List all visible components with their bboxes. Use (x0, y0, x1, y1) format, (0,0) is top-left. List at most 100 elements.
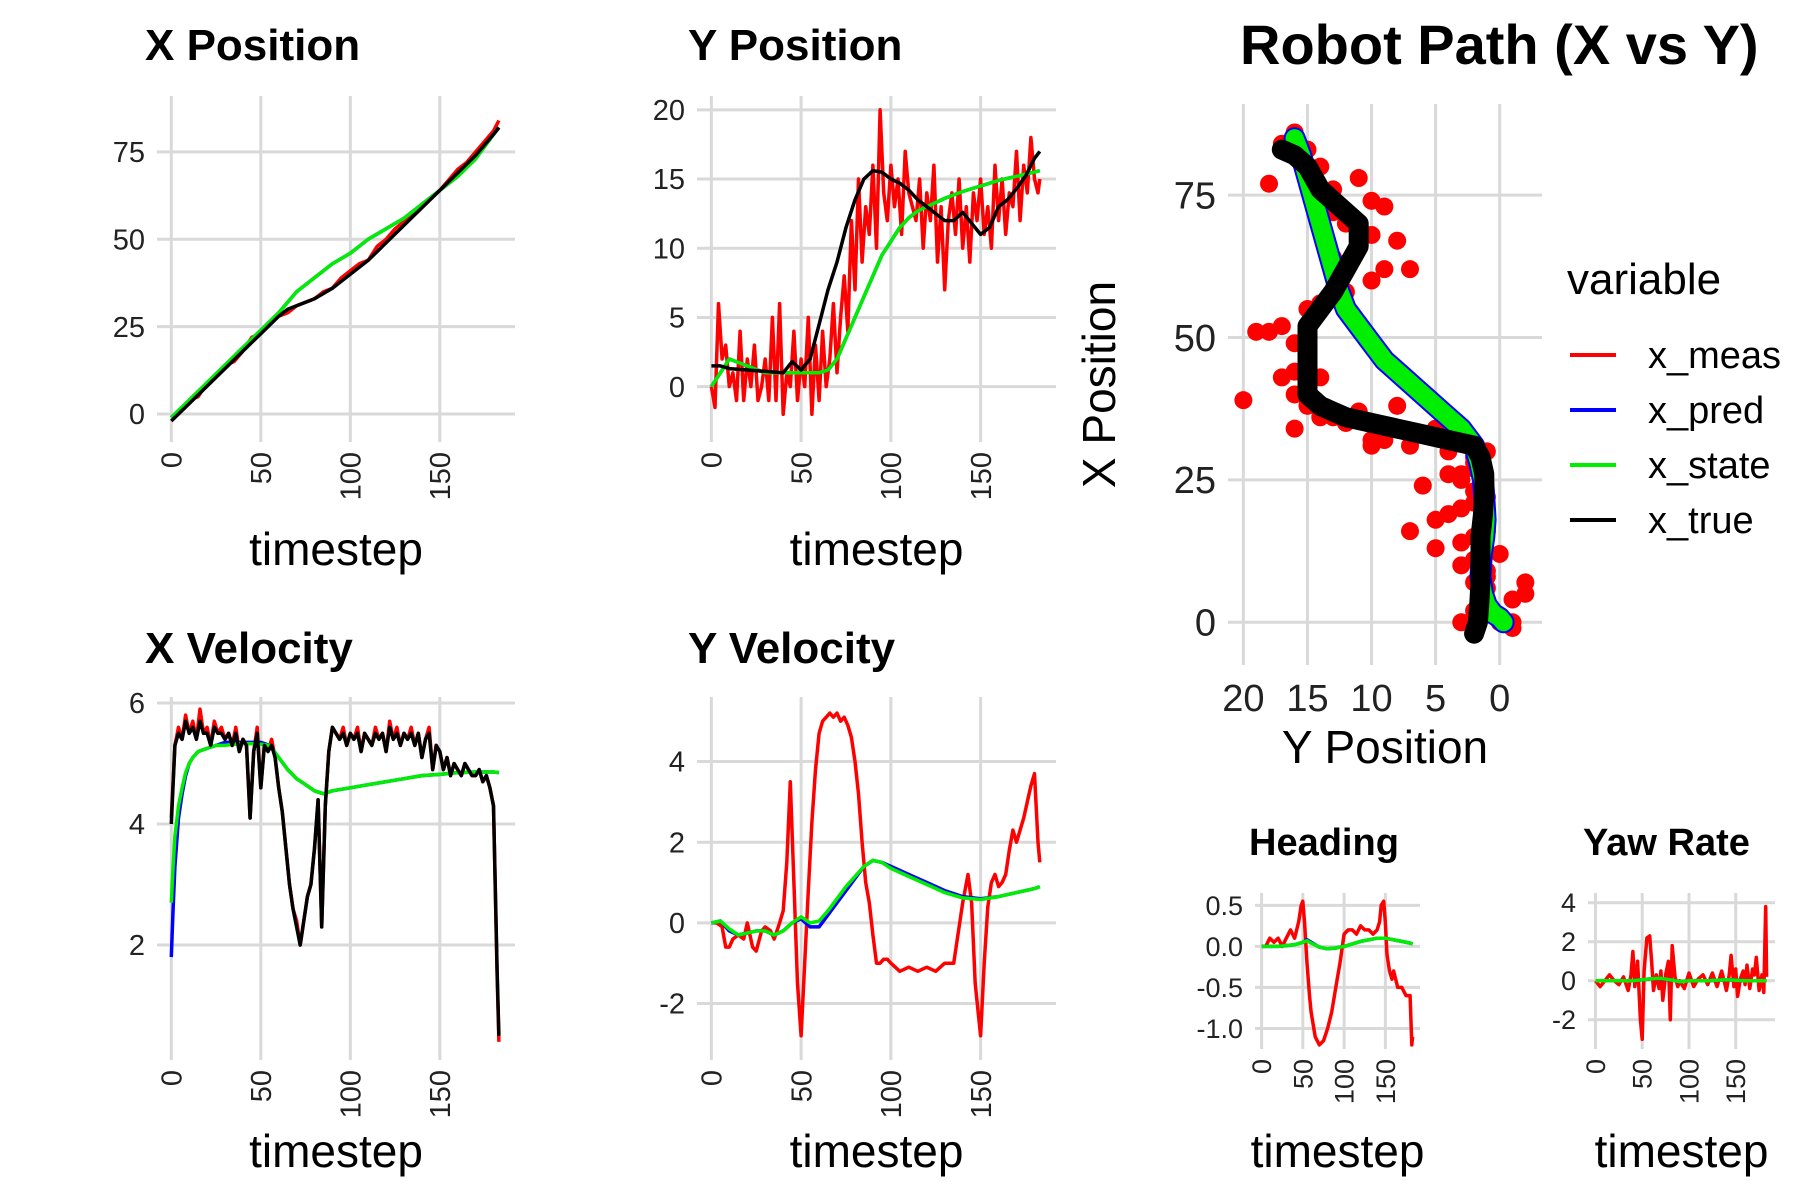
y-tick-label: 4 (129, 809, 145, 841)
x-tick-label: 100 (876, 452, 908, 500)
series-line (1595, 976, 1767, 984)
y-tick-label: 10 (653, 233, 685, 265)
x-tick-label: 150 (425, 1070, 457, 1118)
legend-entry-x-pred: x_pred (1570, 390, 1764, 432)
x-tick-label: 150 (1721, 1059, 1751, 1104)
y-tick-label: 2 (129, 930, 145, 962)
legend-label-x-true: x_true (1648, 500, 1754, 542)
x-tick-label: 150 (966, 1070, 998, 1118)
y-axis-label: X Position (1073, 281, 1125, 488)
legend-label-x-state: x_state (1648, 445, 1771, 487)
x-tick-label: 5 (1425, 678, 1446, 720)
data-point (1260, 174, 1279, 193)
series-line (169, 719, 501, 1036)
legend: variable x_meas x_pred x_state x_true (1567, 255, 1781, 542)
panel-title: Y Position (688, 21, 902, 70)
x-tick-label: 100 (1330, 1059, 1360, 1104)
legend-label-x-pred: x_pred (1648, 390, 1764, 432)
data-point (1349, 169, 1368, 188)
legend-entry-x-state: x_state (1570, 445, 1771, 487)
panel-title: Robot Path (X vs Y) (1240, 13, 1759, 76)
panel-title: Heading (1249, 822, 1399, 864)
y-tick-label: 0 (669, 908, 685, 940)
series-line (711, 150, 1042, 375)
y-tick-label: 50 (113, 224, 145, 256)
x-axis-label: timestep (1251, 1125, 1425, 1177)
y-tick-label: 0.0 (1205, 932, 1243, 962)
data-point (1285, 419, 1304, 438)
data-point (1452, 556, 1471, 575)
x-tick-label: 0 (156, 1070, 188, 1086)
y-tick-label: 4 (669, 747, 685, 779)
y-tick-label: 75 (113, 137, 145, 169)
panel-title: X Velocity (145, 624, 353, 673)
x-tick-label: 100 (335, 452, 367, 500)
series-x-meas (1261, 899, 1415, 1047)
series-x-meas (169, 707, 501, 1042)
series-x-meas (1594, 904, 1769, 1042)
data-point (1362, 431, 1381, 450)
y-tick-label: 0 (1561, 966, 1576, 996)
x-tick-label: 100 (1674, 1059, 1704, 1104)
x-tick-label: 150 (425, 452, 457, 500)
data-point (1362, 271, 1381, 290)
x-tick-label: 0 (156, 452, 188, 468)
x-tick-label: 50 (246, 452, 278, 484)
panel-title: Y Velocity (688, 624, 896, 673)
y-tick-label: 5 (669, 303, 685, 335)
y-tick-label: 0 (669, 372, 685, 404)
series-x-meas (709, 108, 1042, 417)
y-tick-label: 2 (669, 827, 685, 859)
y-tick-label: 0 (1195, 603, 1216, 645)
y-tick-label: 6 (129, 688, 145, 720)
series-line (1261, 936, 1414, 951)
series-x-meas (711, 711, 1042, 1038)
data-point (1400, 522, 1419, 541)
x-tick-label: 100 (335, 1070, 367, 1118)
x-tick-label: 50 (246, 1070, 278, 1102)
x-axis-label: timestep (249, 1125, 423, 1177)
legend-entry-x-true: x_true (1570, 500, 1754, 542)
y-tick-label: -2 (659, 989, 685, 1021)
series-x-state (1261, 936, 1414, 951)
data-point (1260, 322, 1279, 341)
data-point (1413, 476, 1432, 495)
x-tick-label: 0 (1247, 1059, 1277, 1074)
series-line (169, 707, 501, 1042)
x-axis-label: timestep (790, 1125, 964, 1177)
series-x-true (711, 150, 1042, 375)
x-tick-label: 50 (1628, 1059, 1658, 1089)
x-tick-label: 0 (1489, 678, 1510, 720)
data-point (1247, 322, 1266, 341)
y-tick-label: 50 (1174, 318, 1216, 360)
y-tick-label: -0.5 (1196, 973, 1243, 1003)
data-point (1234, 391, 1253, 410)
y-tick-label: 25 (1174, 460, 1216, 502)
x-axis-label: Y Position (1282, 721, 1488, 773)
y-tick-label: -1.0 (1196, 1014, 1243, 1044)
x-tick-label: 50 (786, 452, 818, 484)
series-x-state (170, 126, 501, 419)
data-point (1426, 510, 1445, 529)
data-point (1426, 539, 1445, 558)
series-line (1594, 904, 1769, 1042)
data-point (1272, 368, 1291, 387)
y-tick-label: 4 (1561, 888, 1576, 918)
data-point (1452, 533, 1471, 552)
y-tick-label: 20 (653, 95, 685, 127)
y-tick-label: 25 (113, 312, 145, 344)
series-x-state (1595, 976, 1767, 984)
legend-label-x-meas: x_meas (1648, 335, 1781, 377)
y-tick-label: -2 (1552, 1005, 1576, 1035)
data-point (1490, 544, 1509, 563)
x-tick-label: 150 (966, 452, 998, 500)
x-tick-label: 0 (1581, 1059, 1611, 1074)
y-tick-label: 2 (1561, 927, 1576, 957)
data-point (1388, 231, 1407, 250)
series-x-true (1271, 139, 1495, 644)
series-line (711, 858, 1041, 937)
